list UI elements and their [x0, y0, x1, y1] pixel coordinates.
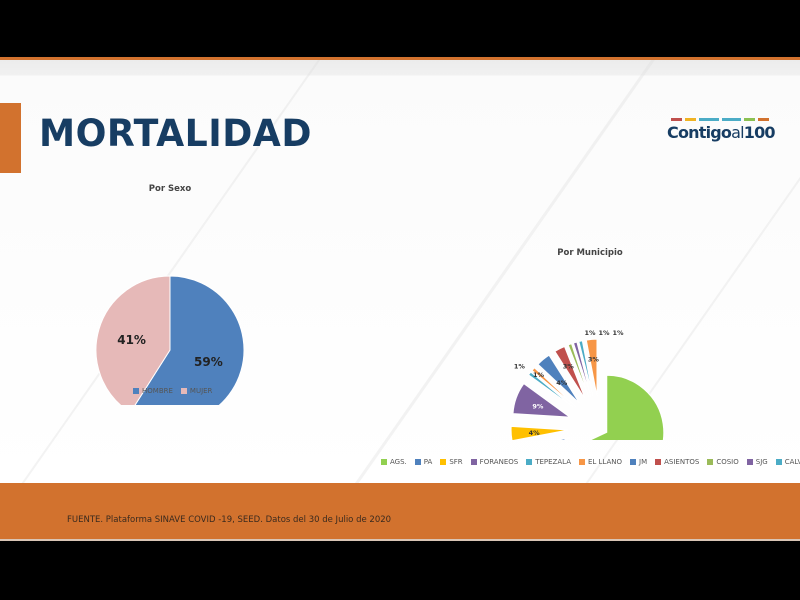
logo-bar: [671, 118, 682, 121]
data-label: 1%: [584, 329, 596, 337]
legend-swatch: [630, 459, 637, 465]
legend-label: MUJER: [189, 387, 213, 395]
data-label: 1%: [514, 362, 526, 370]
logo-bar: [684, 118, 696, 121]
logo-bar: [721, 118, 742, 121]
legend-swatch: [707, 459, 714, 465]
legend-por-sexo: HOMBRE MUJER: [133, 387, 220, 395]
legend-swatch: [578, 459, 585, 465]
data-label: 1%: [598, 329, 610, 337]
legend-label: HOMBRE: [142, 387, 173, 395]
logo-text: Contigoal100: [667, 123, 776, 142]
pie-slice-sjg: [572, 341, 592, 398]
legend-swatch: [775, 459, 782, 465]
data-label: 41%: [117, 333, 146, 347]
pie-slice-hombre: [134, 275, 245, 405]
pie-slice-el-llano: [531, 367, 577, 408]
data-label: 1%: [533, 371, 545, 379]
legend-item: COSIO: [707, 458, 739, 466]
pie-slice-ags-: [589, 374, 665, 440]
pie-slice-tepezala: [527, 371, 576, 409]
logo-text-al: al: [731, 123, 744, 142]
source-note: FUENTE. Plataforma SINAVE COVID -19, SEE…: [67, 515, 392, 525]
chart-title: Por Municipio: [557, 248, 623, 258]
data-label: 1%: [612, 329, 624, 337]
legend-item: AGS.: [381, 458, 407, 466]
chart-title: Por Sexo: [149, 184, 192, 194]
legend-swatch: [414, 459, 421, 465]
data-label: 59%: [194, 355, 223, 369]
logo-bar: [758, 118, 769, 121]
pie-slice-foraneos: [512, 382, 572, 418]
logo-bar: [744, 118, 756, 121]
legend-item: HOMBRE: [133, 387, 173, 395]
legend-item: EL LLANO: [578, 458, 623, 466]
legend-item: SJG: [746, 458, 768, 466]
legend-swatch: [470, 459, 477, 465]
legend-item: MUJER: [180, 387, 213, 395]
contigo-al-100-logo: Contigoal100: [667, 118, 776, 148]
data-label: 3%: [588, 355, 600, 363]
logo-text-main: Contigo: [667, 123, 732, 142]
bottom-line: [0, 539, 800, 541]
legend-swatch: [526, 459, 533, 465]
data-label: 4%: [529, 429, 541, 437]
legend-por-municipio: AGS. PA SFR FORANEOS TEPEZALA EL LLANO JM ASIEN…: [381, 458, 800, 466]
legend-swatch: [133, 388, 139, 394]
legend-item: PA: [414, 458, 433, 466]
page-title: MORTALIDAD: [39, 112, 312, 155]
legend-label: EL LLANO: [587, 458, 623, 466]
pie-slice-mujer: [95, 275, 171, 405]
legend-swatch: [440, 459, 447, 465]
legend-label: JM: [639, 458, 648, 466]
data-label: 9%: [532, 403, 544, 411]
logo-text-num: 100: [743, 123, 776, 142]
legend-item: SFR: [440, 458, 463, 466]
data-label: 3%: [563, 363, 575, 371]
legend-item: FORANEOS: [470, 458, 519, 466]
legend-swatch: [180, 388, 187, 394]
legend-label: TEPEZALA: [535, 458, 571, 466]
legend-label: AGS.: [390, 458, 407, 466]
legend-label: ASIENTOS: [664, 458, 700, 466]
chart-por-sexo: Por Sexo 59% 41%: [95, 184, 245, 405]
pie-slice-cosio: [567, 343, 590, 399]
legend-swatch: [746, 459, 753, 465]
chart-por-municipio: Por Municipio 68%4%4%9%1%1%4%3%1%1%1%3%: [510, 248, 665, 440]
title-accent-block: [0, 103, 21, 173]
legend-label: SFR: [449, 458, 463, 466]
legend-item: TEPEZALA: [526, 458, 571, 466]
legend-label: COSIO: [716, 458, 739, 466]
pie-slice-sfr: [510, 425, 569, 440]
pie-slice-calvillo: [578, 340, 594, 397]
legend-item: CALVILLO: [775, 458, 800, 466]
pie-slice-jm: [537, 354, 581, 404]
logo-color-bars: [671, 118, 769, 121]
legend-label: CALVILLO: [784, 458, 800, 466]
legend-label: PA: [423, 458, 433, 466]
pie-slice-other: [585, 338, 598, 397]
slide: MORTALIDAD Contigoal100 Por Sexo 59% 41% …: [0, 60, 800, 483]
legend-swatch: [381, 459, 387, 465]
legend-label: FORANEOS: [479, 458, 519, 466]
pie-slice-asientos: [554, 345, 586, 400]
data-label: 4%: [556, 379, 568, 387]
legend-item: JM: [630, 458, 647, 466]
footer-band: FUENTE. Plataforma SINAVE COVID -19, SEE…: [0, 483, 800, 539]
pie-slice-pa: [555, 437, 570, 440]
legend-item: ASIENTOS: [655, 458, 699, 466]
legend-swatch: [655, 459, 662, 465]
top-accent-line: [0, 57, 800, 60]
logo-bar: [698, 118, 719, 121]
legend-label: SJG: [755, 458, 768, 466]
